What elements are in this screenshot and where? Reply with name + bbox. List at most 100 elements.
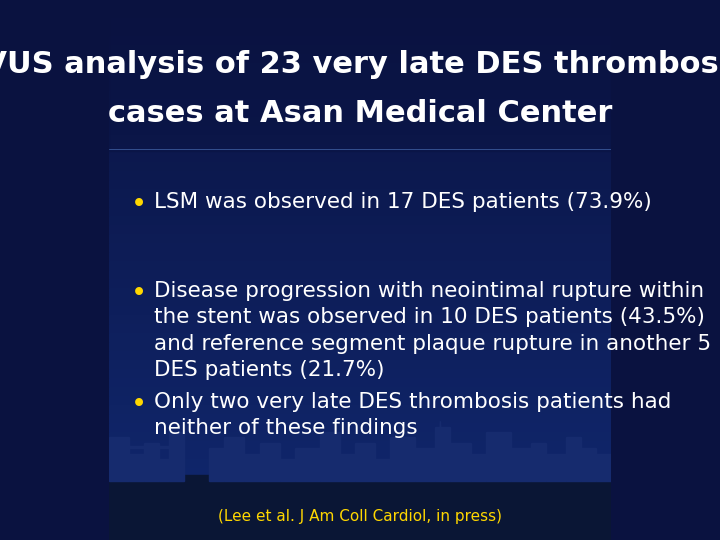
Bar [109,162,611,171]
Bar [109,72,611,81]
Text: IVUS analysis of 23 very late DES thrombosis: IVUS analysis of 23 very late DES thromb… [0,50,720,79]
Bar [109,437,129,481]
Bar [581,448,596,481]
Bar [109,252,611,261]
Bar [109,423,611,432]
Bar [109,0,611,9]
Bar [109,360,611,369]
Bar [109,495,611,504]
Bar [375,459,390,481]
Bar [109,504,611,513]
Bar [109,432,611,441]
Bar [109,369,611,378]
Bar [109,351,611,360]
Bar [109,99,611,108]
Bar [169,432,184,481]
Bar [109,459,611,468]
Bar [109,475,611,540]
Bar [109,198,611,207]
Bar [259,443,279,481]
Polygon shape [438,421,443,475]
Bar [109,243,611,252]
Bar [109,261,611,270]
Bar [109,216,611,225]
Bar [471,454,485,481]
Bar [109,225,611,234]
Bar [531,443,546,481]
Bar [109,90,611,99]
Bar [320,432,340,481]
Bar [109,450,611,459]
Bar [109,117,611,126]
Bar [109,486,611,495]
Text: (Lee et al. J Am Coll Cardiol, in press): (Lee et al. J Am Coll Cardiol, in press) [218,509,502,524]
Bar [109,207,611,216]
Bar [109,63,611,72]
Bar [129,454,144,481]
Bar [109,443,114,448]
Text: Disease progression with neointimal rupture within
the stent was observed in 10 : Disease progression with neointimal rupt… [154,281,711,380]
Bar [109,270,611,279]
Bar [109,18,611,27]
Bar [390,437,415,481]
Bar [109,522,611,531]
Bar [114,446,174,448]
Text: cases at Asan Medical Center: cases at Asan Medical Center [108,99,612,128]
Bar [225,437,244,481]
Bar [109,234,611,243]
Bar [159,459,169,481]
Text: •: • [131,392,147,417]
Bar [340,454,355,481]
Bar [109,0,611,151]
Bar [415,448,436,481]
Bar [109,468,611,477]
Bar [210,448,225,481]
Bar [109,441,611,450]
Bar [510,448,531,481]
Bar [109,378,611,387]
Bar [279,459,294,481]
Bar [109,81,611,90]
Text: LSM was observed in 17 DES patients (73.9%): LSM was observed in 17 DES patients (73.… [154,192,652,212]
Bar [109,27,611,36]
Bar [109,54,611,63]
Bar [109,189,611,198]
Bar [109,513,611,522]
Bar [294,448,320,481]
Bar [355,443,375,481]
Bar [109,324,611,333]
Bar [566,437,581,481]
Bar [546,454,566,481]
Text: •: • [131,281,147,307]
Bar [109,153,611,162]
Bar [109,315,611,324]
Bar [109,306,611,315]
Bar [109,135,611,144]
Bar [109,387,611,396]
Bar [109,45,611,54]
Bar [109,126,611,135]
Text: Only two very late DES thrombosis patients had
neither of these findings: Only two very late DES thrombosis patien… [154,392,671,438]
Bar [109,405,611,414]
Bar [109,396,611,405]
Bar [109,333,611,342]
Bar [109,9,611,18]
Bar [109,279,611,288]
Bar [109,477,611,486]
Bar [109,144,611,153]
Bar [436,427,451,481]
Bar [485,432,510,481]
Bar [109,342,611,351]
Bar [596,454,611,481]
Bar [109,36,611,45]
Bar [244,454,259,481]
Bar [109,180,611,189]
Bar [109,171,611,180]
Bar [109,531,611,540]
Bar [109,297,611,306]
Bar [109,414,611,423]
Bar [109,108,611,117]
Bar [109,288,611,297]
Bar [451,443,471,481]
Text: •: • [131,192,147,218]
